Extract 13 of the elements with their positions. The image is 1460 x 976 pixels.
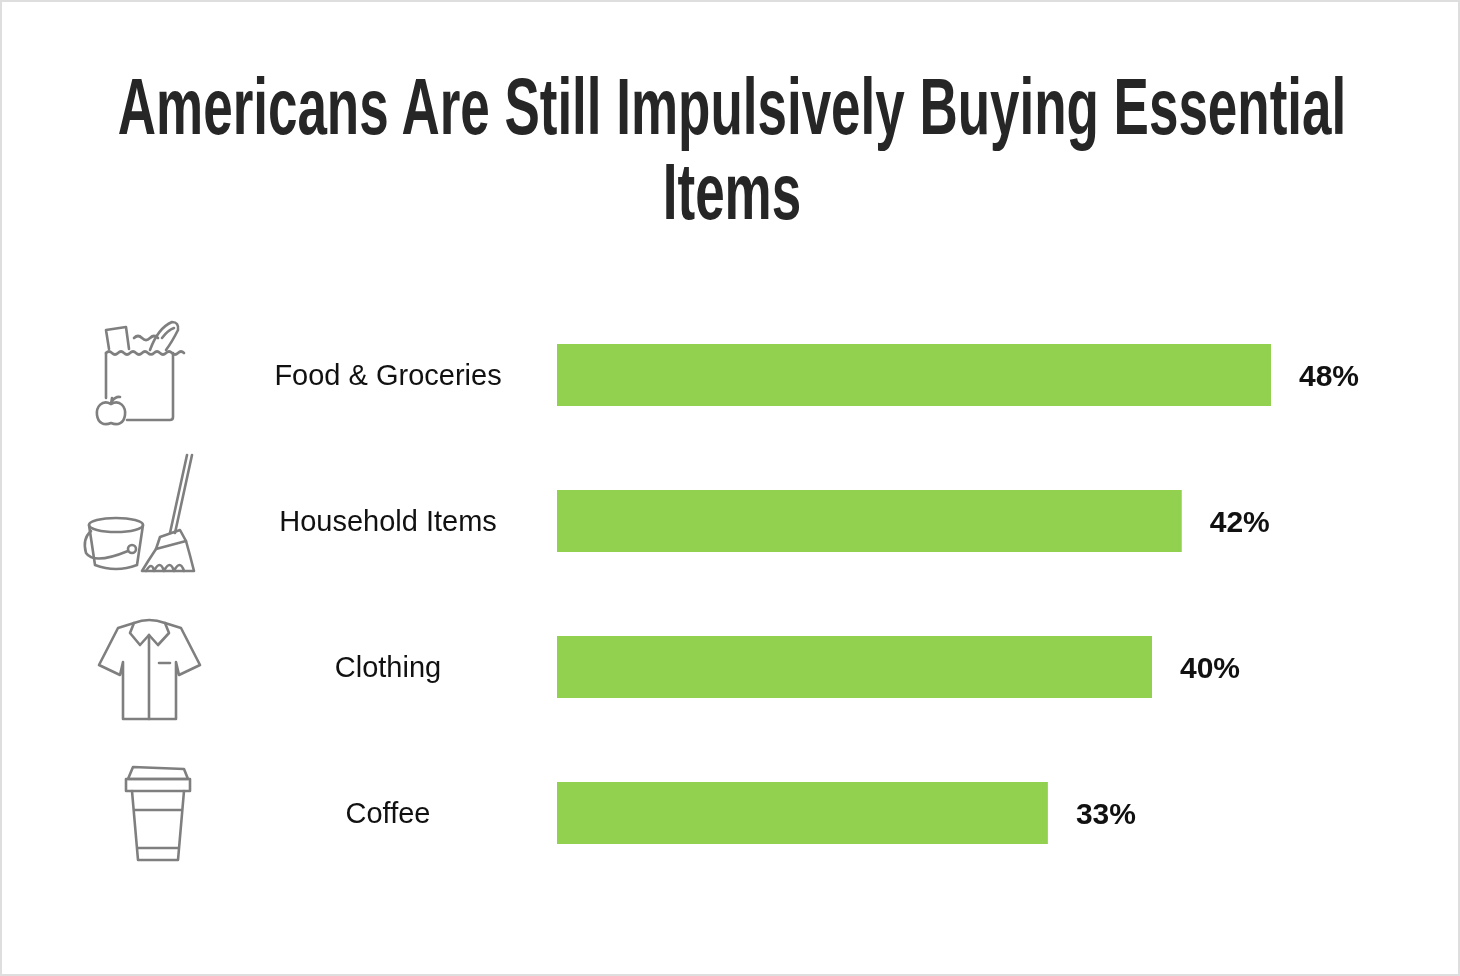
bar [557, 490, 1182, 552]
data-label: 48% [1299, 358, 1360, 392]
y-tick-label: Food & Groceries [274, 359, 502, 391]
bar [557, 782, 1048, 844]
data-label: 40% [1180, 650, 1241, 684]
y-tick-label: Household Items [279, 505, 497, 537]
bar [557, 636, 1152, 698]
y-tick-label: Clothing [334, 651, 442, 683]
data-label: 42% [1209, 504, 1270, 538]
data-label: 33% [1075, 796, 1136, 830]
bar [557, 344, 1271, 406]
chart-title: Americans Are Still Impulsively Buying Essential Items [117, 62, 1347, 236]
y-tick-label: Coffee [345, 797, 431, 829]
